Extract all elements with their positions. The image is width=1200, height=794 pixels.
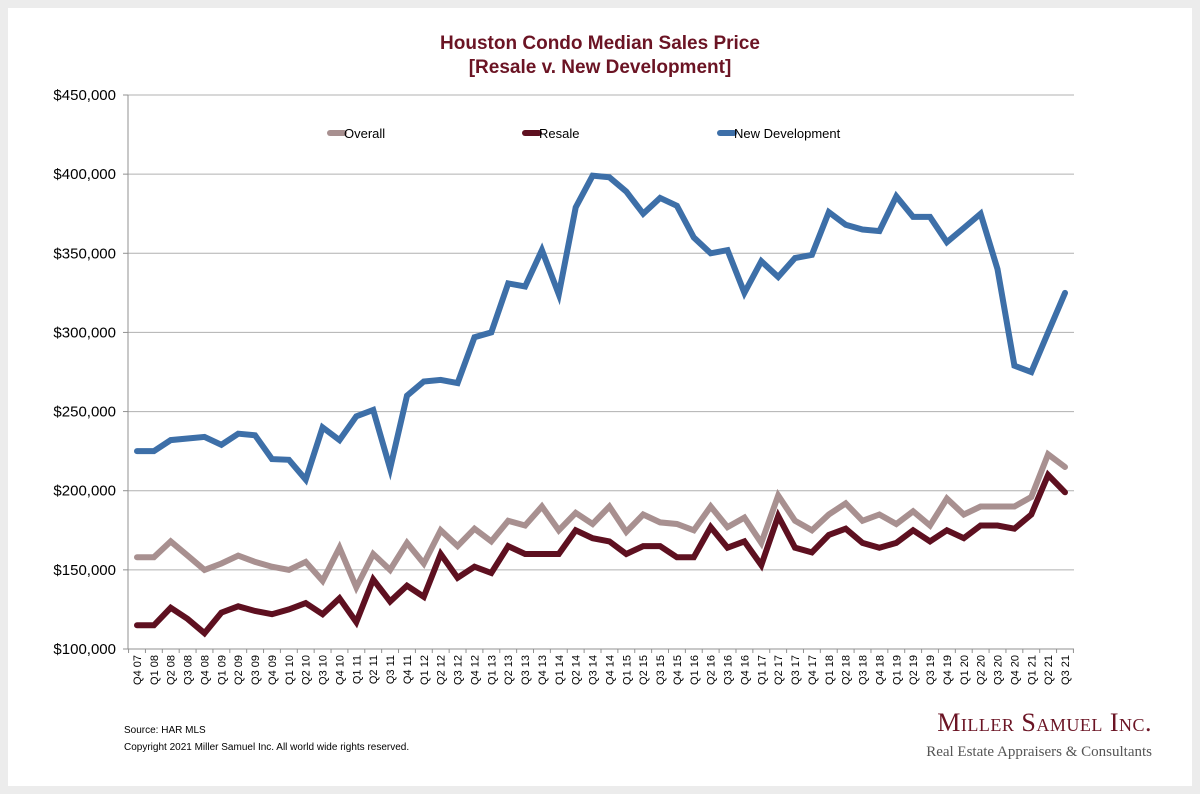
- x-tick-label: Q1 21: [1026, 655, 1038, 685]
- x-tick-label: Q3 08: [183, 655, 195, 685]
- x-tick-label: Q2 14: [571, 655, 583, 685]
- y-tick-label: $400,000: [53, 166, 116, 183]
- x-tick-label: Q3 14: [588, 655, 600, 685]
- brand-tagline: Real Estate Appraisers & Consultants: [926, 744, 1152, 760]
- x-tick-label: Q1 15: [621, 655, 633, 685]
- x-tick-label: Q3 09: [250, 655, 262, 685]
- chart-card: [8, 8, 1192, 786]
- x-tick-label: Q1 14: [554, 655, 566, 685]
- x-tick-label: Q4 10: [334, 655, 346, 685]
- x-tick-label: Q3 11: [385, 655, 397, 684]
- series-line-resale: [134, 469, 1068, 638]
- x-tick-label: Q4 19: [942, 655, 954, 685]
- y-tick-label: $200,000: [53, 483, 116, 500]
- x-tick-label: Q3 17: [790, 655, 802, 685]
- x-tick-label: Q3 16: [723, 655, 735, 685]
- x-tick-label: Q3 19: [925, 655, 937, 685]
- x-tick-label: Q1 10: [284, 655, 296, 685]
- x-tick-label: Q1 11: [351, 655, 363, 684]
- x-tick-label: Q2 18: [841, 655, 853, 685]
- x-tick-label: Q3 21: [1060, 655, 1072, 685]
- x-tick-label: Q2 12: [436, 655, 448, 685]
- copyright-note: Copyright 2021 Miller Samuel Inc. All wo…: [124, 742, 410, 753]
- y-tick-label: $250,000: [53, 404, 116, 421]
- x-tick-label: Q2 16: [706, 655, 718, 685]
- x-tick-label: Q3 10: [318, 655, 330, 685]
- x-tick-label: Q4 07: [132, 655, 144, 685]
- legend-label-overall: Overall: [344, 126, 385, 141]
- x-tick-label: Q3 13: [520, 655, 532, 685]
- legend-label-resale: Resale: [539, 126, 579, 141]
- y-tick-label: $300,000: [53, 324, 116, 341]
- x-tick-label: Q1 16: [689, 655, 701, 685]
- x-tick-label: Q4 09: [267, 655, 279, 685]
- y-tick-label: $450,000: [53, 87, 116, 104]
- x-tick-label: Q2 09: [233, 655, 245, 685]
- x-tick-label: Q1 20: [959, 655, 971, 685]
- x-tick-label: Q2 08: [166, 655, 178, 685]
- brand-name: Miller Samuel Inc.: [937, 708, 1152, 737]
- y-tick-label: $100,000: [53, 641, 116, 658]
- x-tick-label: Q4 13: [537, 655, 549, 685]
- x-tick-label: Q4 08: [199, 655, 211, 685]
- y-axis: $100,000 $150,000 $200,000 $250,000 $300,000…: [53, 87, 129, 658]
- legend: Overall Resale New Development: [327, 126, 841, 141]
- x-tick-label: Q4 12: [469, 655, 481, 685]
- x-tick-label: Q2 21: [1043, 655, 1055, 685]
- x-axis: Q4 07 Q1 08 Q2 08 Q3 08 Q4 08 Q1 09 Q2 09 Q3 09…: [128, 648, 1074, 685]
- series-lines: [134, 172, 1068, 638]
- y-tick-label: $350,000: [53, 245, 116, 262]
- y-tick-label: $150,000: [53, 562, 116, 579]
- series-line-overall: [134, 449, 1068, 595]
- x-tick-label: Q4 11: [402, 655, 414, 684]
- x-tick-label: Q1 19: [891, 655, 903, 685]
- x-tick-label: Q1 09: [216, 655, 228, 685]
- series-line-new-development: [134, 172, 1068, 486]
- x-tick-label: Q4 17: [807, 655, 819, 685]
- x-tick-label: Q4 20: [1009, 655, 1021, 685]
- x-tick-label: Q3 12: [453, 655, 465, 685]
- x-tick-label: Q2 17: [773, 655, 785, 685]
- x-tick-label: Q3 15: [655, 655, 667, 685]
- chart-subtitle: [Resale v. New Development]: [468, 57, 732, 78]
- x-tick-label: Q4 14: [604, 655, 616, 685]
- x-tick-label: Q2 15: [638, 655, 650, 685]
- x-tick-label: Q3 20: [993, 655, 1005, 685]
- x-tick-label: Q2 13: [503, 655, 515, 685]
- source-note: Source: HAR MLS: [124, 725, 206, 736]
- x-tick-label: Q2 10: [301, 655, 313, 685]
- brand-logo: Miller Samuel Inc. Real Estate Appraiser…: [926, 708, 1152, 762]
- legend-label-new-development: New Development: [734, 126, 841, 141]
- x-tick-label: Q3 18: [858, 655, 870, 685]
- x-tick-label: Q1 12: [419, 655, 431, 685]
- x-tick-label: Q1 13: [486, 655, 498, 685]
- x-tick-label: Q4 15: [672, 655, 684, 685]
- chart-title: Houston Condo Median Sales Price: [440, 33, 760, 54]
- x-tick-label: Q4 18: [874, 655, 886, 685]
- x-tick-label: Q1 17: [756, 655, 768, 685]
- x-tick-label: Q1 08: [149, 655, 161, 685]
- x-tick-label: Q1 18: [824, 655, 836, 685]
- x-tick-label: Q2 20: [976, 655, 988, 685]
- x-tick-label: Q2 19: [908, 655, 920, 685]
- x-tick-label: Q2 11: [368, 655, 380, 684]
- x-tick-label: Q4 16: [739, 655, 751, 685]
